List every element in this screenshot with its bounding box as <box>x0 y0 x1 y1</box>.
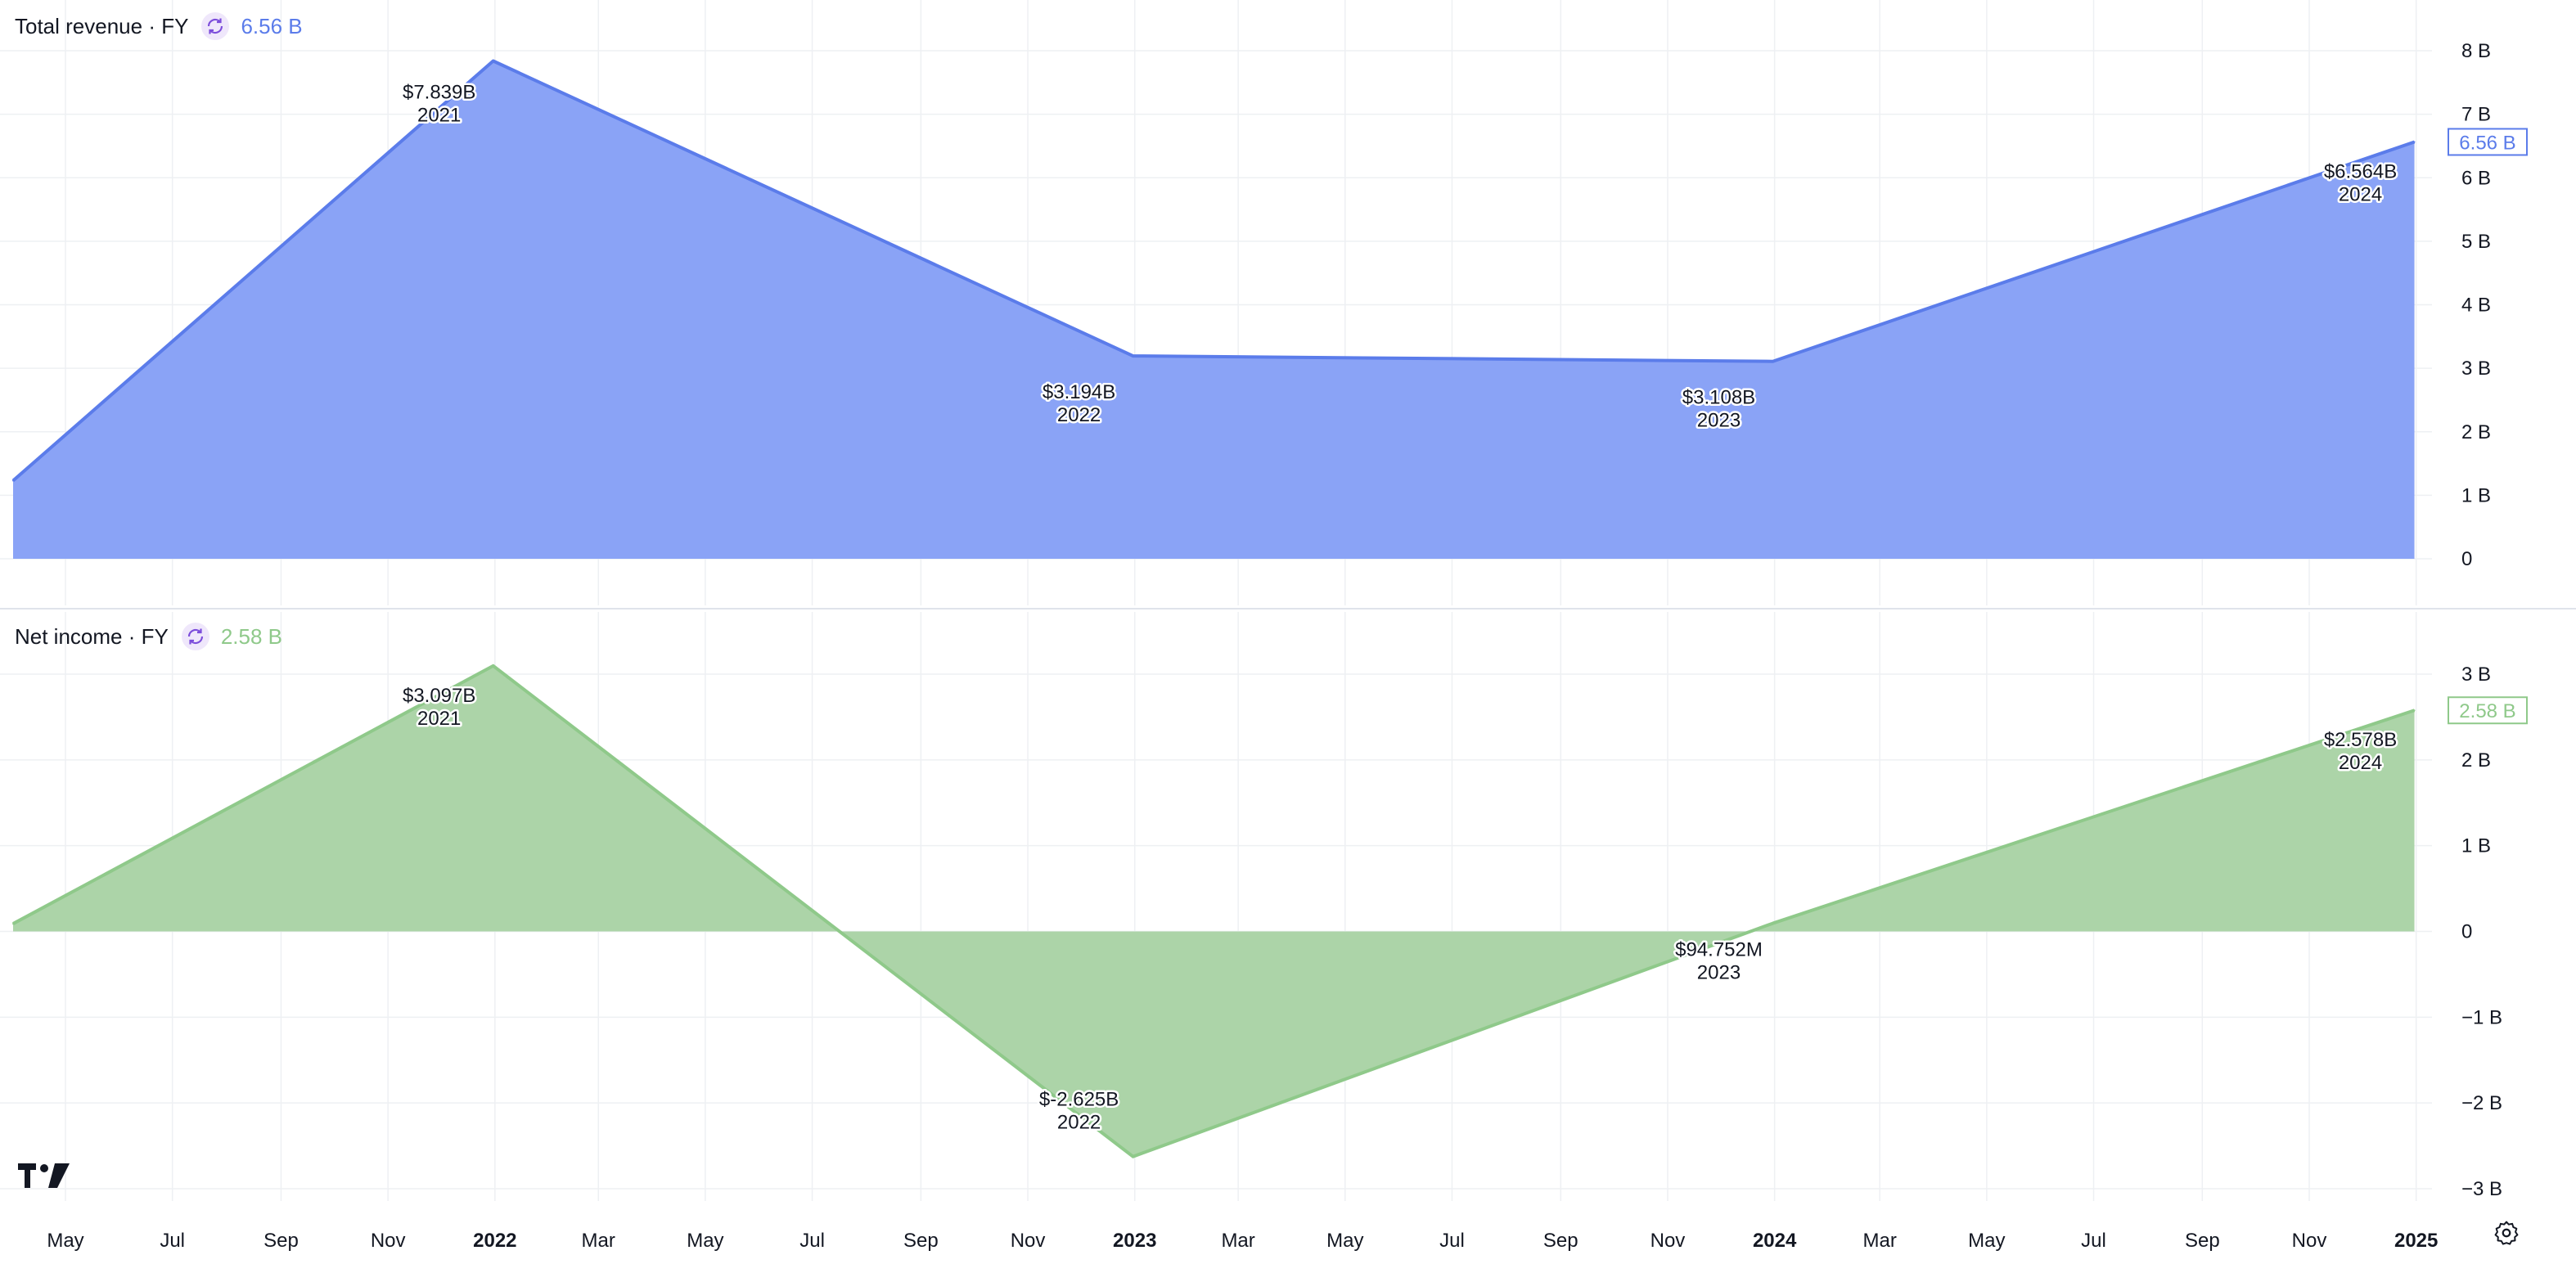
data-label-year: 2023 <box>1697 962 1741 984</box>
y-tick-label: −2 B <box>2461 1092 2502 1114</box>
revenue-last-value: 6.56 B <box>241 13 303 38</box>
x-tick-label: Nov <box>1651 1230 1686 1252</box>
y-tick-label: 2 B <box>2461 421 2491 443</box>
data-label-year: 2024 <box>2339 752 2382 774</box>
x-tick-label: Nov <box>2292 1230 2327 1252</box>
data-label-value: $94.752M <box>1675 939 1763 961</box>
y-tick-label: 1 B <box>2461 484 2491 506</box>
x-tick-label: 2023 <box>1113 1230 1156 1252</box>
y-tick-label: 3 B <box>2461 663 2491 686</box>
last-value-badge-label: 6.56 B <box>2459 132 2515 154</box>
data-label-year: 2022 <box>1057 404 1101 426</box>
x-tick-label: 2022 <box>473 1230 516 1252</box>
data-label-value: $-2.625B <box>1039 1089 1119 1111</box>
data-point <box>1132 355 1134 358</box>
data-point <box>12 479 14 482</box>
sync-icon[interactable] <box>181 623 209 650</box>
data-label-value: $3.194B <box>1043 381 1115 403</box>
y-tick-label: −1 B <box>2461 1006 2502 1028</box>
x-tick-label: May <box>1968 1230 2005 1252</box>
data-label-value: $3.097B <box>403 685 475 707</box>
y-tick-label: −3 B <box>2461 1178 2502 1200</box>
series-area <box>13 61 2415 560</box>
y-tick-label: 2 B <box>2461 749 2491 771</box>
x-tick-label: Jul <box>799 1230 825 1252</box>
x-tick-label: Sep <box>263 1230 299 1252</box>
x-tick-label: May <box>1326 1230 1363 1252</box>
revenue-title: Total revenue · FY <box>15 13 189 38</box>
last-value-badge-label: 2.58 B <box>2459 700 2515 722</box>
sync-icon[interactable] <box>201 12 230 40</box>
data-point <box>492 664 494 667</box>
data-point <box>1772 922 1774 924</box>
y-tick-label: 3 B <box>2461 358 2491 380</box>
last-value-badge <box>2448 696 2528 725</box>
data-point <box>12 923 14 925</box>
y-tick-label: 4 B <box>2461 295 2491 317</box>
x-axis: May Jul Sep Nov 2022 Mar May Jul Sep Nov 2023 Mar Ma… <box>47 1230 2438 1252</box>
data-label-year: 2024 <box>2339 183 2382 205</box>
series-area <box>13 665 2415 1157</box>
net-income-legend: Net income · FY 2.58 B <box>15 622 282 651</box>
data-label-year: 2022 <box>1057 1112 1101 1134</box>
data-point <box>1132 1155 1134 1158</box>
x-tick-label: Jul <box>2081 1230 2106 1252</box>
x-tick-label: Mar <box>1221 1230 1254 1252</box>
data-label-value: $6.564B <box>2324 160 2397 182</box>
data-point <box>1772 360 1774 362</box>
last-value-badge <box>2448 128 2528 156</box>
x-tick-label: Sep <box>1543 1230 1578 1252</box>
y-tick-label: 0 <box>2461 921 2472 943</box>
y-tick-label: 7 B <box>2461 104 2491 126</box>
data-label-value: $7.839B <box>403 81 475 103</box>
data-label-value: $2.578B <box>2324 729 2397 751</box>
x-tick-label: May <box>47 1230 83 1252</box>
y-tick-label: 5 B <box>2461 231 2491 253</box>
x-tick-label: Mar <box>582 1230 615 1252</box>
y-tick-label: 8 B <box>2461 40 2491 62</box>
data-point <box>2413 141 2416 143</box>
x-tick-label: Jul <box>160 1230 185 1252</box>
data-point <box>2413 709 2416 712</box>
x-tick-label: 2025 <box>2394 1230 2438 1252</box>
y-tick-label: 6 B <box>2461 167 2491 189</box>
x-tick-label: Mar <box>1862 1230 1896 1252</box>
settings-icon[interactable] <box>2493 1219 2520 1251</box>
y-tick-label: 1 B <box>2461 835 2491 857</box>
x-tick-label: Nov <box>371 1230 406 1252</box>
data-label-year: 2021 <box>417 104 461 126</box>
x-tick-label: Sep <box>2185 1230 2220 1252</box>
tradingview-logo-icon[interactable] <box>18 1162 70 1194</box>
x-tick-label: Jul <box>1439 1230 1465 1252</box>
x-tick-label: Sep <box>903 1230 939 1252</box>
net-income-last-value: 2.58 B <box>220 623 282 649</box>
data-label-year: 2023 <box>1697 410 1741 432</box>
x-tick-label: 2024 <box>1753 1230 1797 1252</box>
x-tick-label: May <box>687 1230 723 1252</box>
x-tick-label: Nov <box>1011 1230 1046 1252</box>
revenue-legend: Total revenue · FY 6.56 B <box>15 11 303 41</box>
net-income-title: Net income · FY <box>15 623 169 649</box>
data-point <box>492 60 494 62</box>
data-label-year: 2021 <box>417 708 461 730</box>
y-tick-label: 0 <box>2461 548 2472 570</box>
data-label-value: $3.108B <box>1682 387 1755 409</box>
